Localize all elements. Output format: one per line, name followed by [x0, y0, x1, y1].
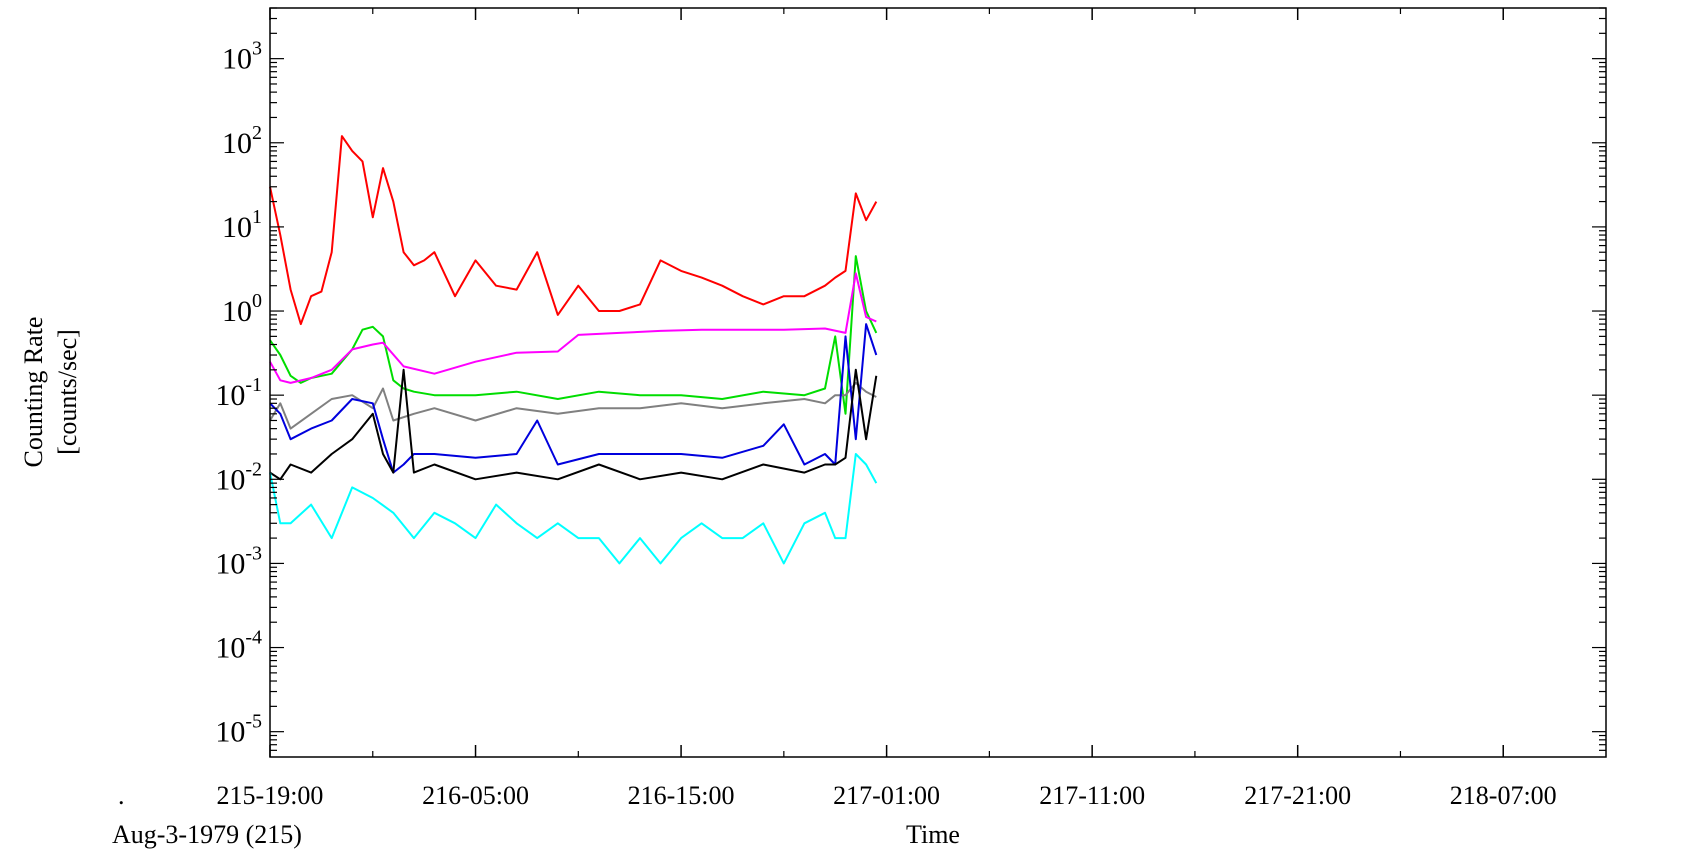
x-ticks: 215-19:00 216-05:00 216-15:00 217-01:00 217-… — [217, 8, 1557, 810]
series-line-0 — [269, 135, 878, 326]
date-label: Aug-3-1979 (215) — [112, 820, 302, 849]
x-tick-label: 216-15:00 — [628, 781, 735, 810]
corner-mark: . — [118, 781, 125, 810]
x-axis-label: Time — [906, 820, 960, 849]
series-line-5 — [269, 368, 878, 481]
x-tick-label: 215-19:00 — [217, 781, 324, 810]
y-tick-label: 10-5 — [215, 711, 262, 749]
x-tick-label: 217-21:00 — [1244, 781, 1351, 810]
series-line-1 — [269, 255, 878, 415]
series-line-3 — [269, 381, 877, 430]
y-axis-label-line2: [counts/sec] — [53, 329, 82, 455]
plot-frame — [269, 7, 1607, 758]
y-tick-label: 10-1 — [215, 374, 262, 412]
y-tick-label: 103 — [222, 38, 262, 76]
y-tick-label: 10-4 — [215, 627, 262, 665]
series-layer — [269, 135, 878, 565]
series-line-4 — [269, 323, 878, 474]
x-tick-label: 217-01:00 — [833, 781, 940, 810]
y-tick-label: 102 — [222, 122, 262, 160]
y-tick-label: 100 — [222, 290, 262, 328]
x-tick-label: 216-05:00 — [422, 781, 529, 810]
y-ticks: 103 102 101 100 10-1 10-2 10-3 10-4 10-5 — [215, 7, 1606, 751]
series-line-6 — [269, 453, 878, 565]
y-tick-label: 10-2 — [215, 458, 262, 496]
x-tick-label: 218-07:00 — [1450, 781, 1557, 810]
y-axis-label-line1: Counting Rate — [19, 317, 48, 468]
y-tick-label: 101 — [222, 206, 262, 244]
y-tick-label: 10-3 — [215, 542, 262, 580]
x-tick-label: 217-11:00 — [1039, 781, 1145, 810]
series-line-2 — [269, 272, 877, 384]
